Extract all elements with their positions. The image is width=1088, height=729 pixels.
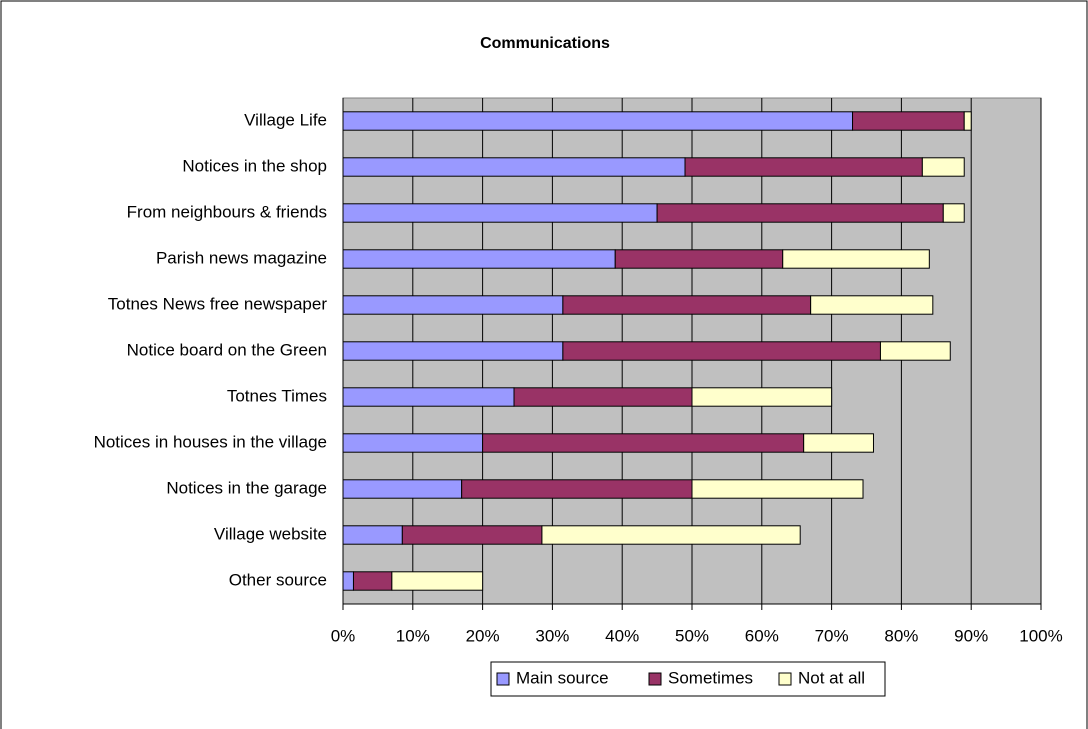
y-tick-label: Parish news magazine (156, 248, 327, 267)
y-tick-label: Notices in the shop (182, 156, 327, 175)
legend-swatch (648, 672, 662, 686)
bar-segment (482, 433, 805, 453)
y-tick-label: Village website (214, 524, 327, 543)
legend-label: Not at all (798, 668, 865, 687)
legend-label: Sometimes (668, 668, 753, 687)
bar-segment (691, 479, 864, 499)
bar-segment (614, 249, 784, 269)
bar-segment (342, 479, 463, 499)
y-tick-label: Totnes News free newspaper (108, 294, 328, 313)
x-tick-label: 50% (675, 626, 709, 645)
bar-segment (342, 433, 484, 453)
bar-segment (852, 111, 965, 131)
bar-segment (342, 203, 658, 223)
bar-segment (541, 525, 801, 545)
bar-segment (401, 525, 543, 545)
bar-segment (342, 111, 854, 131)
x-tick-label: 60% (745, 626, 779, 645)
x-tick-label: 40% (605, 626, 639, 645)
bar-segment (691, 387, 833, 407)
bar-segment (342, 571, 354, 591)
bar-segment (342, 525, 403, 545)
bar-segment (562, 295, 812, 315)
bar-segment (513, 387, 693, 407)
legend-swatch (778, 672, 792, 686)
bar-segment (342, 295, 564, 315)
y-tick-label: Notices in the garage (166, 478, 327, 497)
bar-segment (342, 249, 616, 269)
chart-title: Communications (480, 35, 610, 52)
y-tick-label: Totnes Times (227, 386, 327, 405)
bar-segment (782, 249, 930, 269)
x-tick-label: 0% (331, 626, 356, 645)
bar-segment (352, 571, 393, 591)
bar-segment (461, 479, 693, 499)
x-tick-label: 80% (884, 626, 918, 645)
y-tick-label: Notice board on the Green (127, 340, 327, 359)
bar-segment (342, 341, 564, 361)
bar-segment (656, 203, 944, 223)
y-tick-label: Other source (229, 570, 327, 589)
x-tick-label: 100% (1019, 626, 1062, 645)
x-tick-label: 90% (954, 626, 988, 645)
legend-swatch (496, 672, 510, 686)
legend-box (490, 661, 886, 697)
bar-segment (921, 157, 965, 177)
y-tick-label: From neighbours & friends (127, 202, 327, 221)
legend-label: Main source (516, 668, 609, 687)
bar-segment (342, 157, 686, 177)
y-tick-label: Notices in houses in the village (94, 432, 327, 451)
bar-segment (391, 571, 484, 591)
bar-segment (342, 387, 515, 407)
x-tick-label: 30% (535, 626, 569, 645)
bar-segment (803, 433, 874, 453)
x-tick-label: 70% (815, 626, 849, 645)
bar-segment (942, 203, 965, 223)
y-tick-label: Village Life (244, 110, 327, 129)
bar-segment (562, 341, 881, 361)
bar-segment (810, 295, 934, 315)
x-tick-label: 10% (396, 626, 430, 645)
bar-segment (879, 341, 951, 361)
bar-segment (684, 157, 923, 177)
bar-segment (963, 111, 972, 131)
x-tick-label: 20% (466, 626, 500, 645)
